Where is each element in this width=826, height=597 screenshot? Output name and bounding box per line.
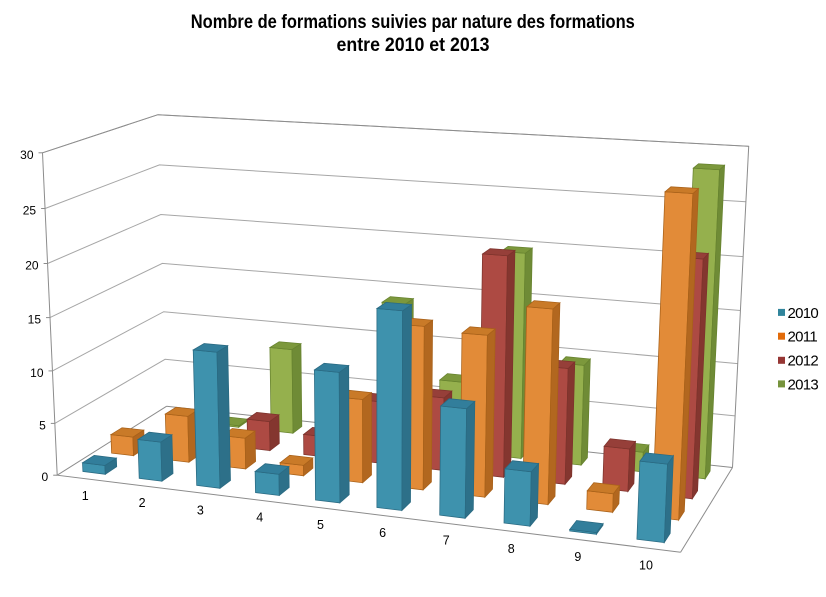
svg-text:2: 2 bbox=[139, 496, 146, 510]
svg-text:5: 5 bbox=[317, 518, 324, 532]
svg-text:2012: 2012 bbox=[788, 353, 819, 370]
svg-text:10: 10 bbox=[639, 558, 653, 572]
svg-text:1: 1 bbox=[82, 489, 89, 503]
svg-text:2010: 2010 bbox=[788, 305, 819, 322]
svg-text:2013: 2013 bbox=[788, 376, 819, 393]
svg-text:15: 15 bbox=[28, 313, 42, 327]
svg-text:5: 5 bbox=[39, 418, 46, 432]
svg-text:10: 10 bbox=[30, 366, 44, 380]
svg-text:4: 4 bbox=[256, 511, 263, 525]
svg-text:3: 3 bbox=[197, 503, 204, 517]
svg-text:0: 0 bbox=[42, 470, 49, 484]
svg-text:9: 9 bbox=[574, 550, 581, 564]
svg-text:30: 30 bbox=[20, 148, 34, 162]
svg-text:2011: 2011 bbox=[788, 329, 818, 346]
svg-text:6: 6 bbox=[379, 526, 386, 540]
svg-text:25: 25 bbox=[23, 204, 37, 218]
svg-text:7: 7 bbox=[443, 534, 450, 548]
svg-text:8: 8 bbox=[508, 542, 515, 556]
svg-text:20: 20 bbox=[25, 259, 39, 273]
